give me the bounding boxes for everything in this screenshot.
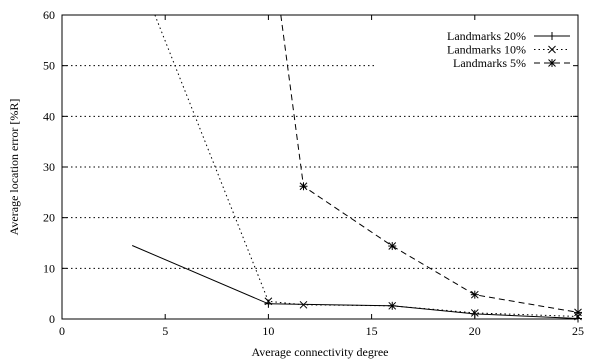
series-line-3 — [280, 14, 579, 313]
legend-label-3: Landmarks 5% — [453, 56, 526, 70]
series-line-2 — [154, 14, 579, 317]
legend-marker-2 — [548, 45, 556, 54]
y-tick-label-10: 10 — [43, 261, 55, 275]
legend-marker-3 — [548, 59, 556, 67]
legend-label-1: Landmarks 20% — [447, 29, 526, 43]
legend-marker-1 — [548, 32, 556, 40]
series-3-point-3 — [388, 242, 397, 251]
series-2-point-5 — [470, 309, 479, 317]
axis-ticks: 0 5 10 15 20 25 0 10 20 30 40 50 60 — [43, 8, 584, 338]
x-tick-label-10: 10 — [262, 324, 274, 338]
y-tick-label-40: 40 — [43, 109, 55, 123]
y-axis-label: Average location error [%R] — [7, 99, 21, 236]
grid-lines — [62, 65, 578, 269]
y-tick-label-30: 30 — [43, 160, 55, 174]
y-tick-label-0: 0 — [49, 312, 55, 326]
x-axis-label: Average connectivity degree — [251, 345, 388, 359]
series-2-point-3 — [299, 300, 308, 309]
x-tick-label-0: 0 — [59, 324, 65, 338]
legend-label-2: Landmarks 10% — [447, 43, 526, 57]
series-line-1 — [132, 245, 579, 319]
y-tick-label-20: 20 — [43, 211, 55, 225]
y-tick-label-50: 50 — [43, 59, 55, 73]
series-2-point-2 — [264, 297, 273, 306]
series-3-point-2 — [299, 182, 308, 191]
x-tick-label-15: 15 — [366, 324, 378, 338]
x-tick-label-20: 20 — [469, 324, 481, 338]
y-tick-label-60: 60 — [43, 8, 55, 22]
legend: Landmarks 20%Landmarks 10%Landmarks 5% — [447, 29, 570, 70]
x-tick-label-25: 25 — [572, 324, 584, 338]
x-tick-label-5: 5 — [162, 324, 168, 338]
series-3-point-4 — [470, 290, 479, 299]
series-2-point-4 — [388, 301, 397, 310]
